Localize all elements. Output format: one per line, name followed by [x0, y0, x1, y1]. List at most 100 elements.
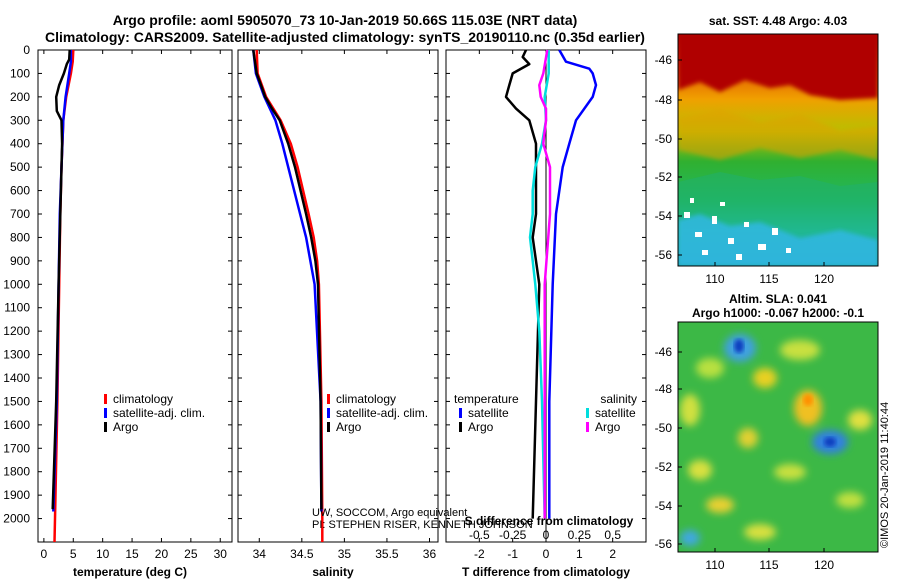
credit-line1: UW, SOCCOM, Argo equivalent — [312, 507, 468, 519]
legend-swatch-satellite — [327, 408, 330, 418]
data-credit: UW, SOCCOM, Argo equivalent PI: STEPHEN … — [312, 507, 533, 531]
legend-label-s-argo: Argo — [595, 420, 621, 434]
depth-tick-label: 1700 — [3, 441, 30, 455]
map-ticks: -46 -48 -50 -52 -54 -56 110 115 120 -46 -48 -50 -52 -… — [655, 53, 835, 572]
lat-tick-label: -50 — [655, 421, 673, 435]
legend-swatch-climatology — [327, 394, 330, 404]
depth-tick-label: 1300 — [3, 348, 30, 362]
series-argo — [51, 49, 71, 510]
depth-tick-label: 100 — [10, 66, 30, 80]
legend-swatch-argo — [327, 422, 330, 432]
legend-label-argo: Argo — [113, 420, 139, 434]
x-tick-label: 0 — [543, 547, 550, 561]
depth-tick-label: 800 — [10, 230, 30, 244]
lon-tick-label: 120 — [814, 558, 834, 572]
legend-swatch-t-argo — [459, 422, 462, 432]
chart-title-line2: Climatology: CARS2009. Satellite-adjuste… — [45, 29, 645, 45]
legend-swatch-climatology — [104, 394, 107, 404]
series-s-satellite — [528, 50, 550, 519]
x-tick-label: 36 — [423, 547, 437, 561]
t-difference-xlabel: T difference from climatology — [462, 565, 630, 579]
sla-map — [678, 322, 878, 552]
depth-tick-label: 0 — [23, 43, 30, 57]
series-t-satellite — [548, 49, 598, 519]
x-tick-label: -1 — [507, 547, 518, 561]
legend-label-t-argo: Argo — [468, 420, 494, 434]
lat-tick-label: -54 — [655, 209, 673, 223]
lat-tick-label: -52 — [655, 460, 673, 474]
series-t-argo — [504, 49, 541, 519]
legend-label-argo: Argo — [336, 420, 362, 434]
depth-tick-label: 200 — [10, 90, 30, 104]
legend-label-t-satellite: satellite — [468, 406, 509, 420]
lon-tick-label: 115 — [759, 558, 778, 572]
profile-lines — [51, 49, 598, 543]
depth-tick-label: 1500 — [3, 394, 30, 408]
lat-tick-label: -46 — [655, 53, 673, 67]
x-tick-label: 15 — [125, 547, 139, 561]
series-climatology — [255, 49, 324, 542]
salinity-legend: climatology satellite-adj. clim. Argo — [327, 392, 428, 434]
depth-tick-label: 400 — [10, 137, 30, 151]
legend-title-temperature: temperature — [454, 392, 519, 406]
depth-tick-label: 2000 — [3, 512, 30, 526]
legend-swatch-s-argo — [586, 422, 589, 432]
lat-tick-label: -50 — [655, 132, 673, 146]
temperature-panel-frame — [37, 49, 233, 543]
chart-title-line1: Argo profile: aoml 5905070_73 10-Jan-201… — [112, 12, 578, 28]
depth-tick-label: 600 — [10, 184, 30, 198]
depth-tick-label: 900 — [10, 254, 30, 268]
x-tick-label: 34 — [253, 547, 267, 561]
depth-tick-label: 500 — [10, 160, 30, 174]
depth-tick-label: 1800 — [3, 465, 30, 479]
depth-tick-label: 1400 — [3, 371, 30, 385]
sst-map — [678, 34, 878, 266]
sla-frame — [677, 321, 879, 553]
x-tick-label: 35.5 — [375, 547, 399, 561]
depth-tick-label: 1000 — [3, 277, 30, 291]
x-tick-label: 30 — [214, 547, 228, 561]
legend-label-satellite: satellite-adj. clim. — [336, 406, 428, 420]
lat-tick-label: -48 — [655, 382, 673, 396]
lat-tick-label: -52 — [655, 170, 673, 184]
s-diff-tick-label: -0.25 — [499, 528, 527, 542]
x-tick-label: 35 — [338, 547, 352, 561]
lon-tick-label: 110 — [705, 558, 724, 572]
salinity-panel-frame — [237, 49, 439, 543]
s-difference-label: S difference from climatology — [465, 514, 634, 528]
legend-swatch-argo — [104, 422, 107, 432]
x-tick-label: 10 — [96, 547, 110, 561]
legend-swatch-s-satellite — [586, 408, 589, 418]
depth-tick-label: 1900 — [3, 488, 30, 502]
legend-label-climatology: climatology — [113, 392, 173, 406]
legend-swatch-satellite — [104, 408, 107, 418]
x-tick-label: 1 — [576, 547, 583, 561]
depth-tick-label: 1200 — [3, 324, 30, 338]
x-tick-label: 0 — [41, 547, 48, 561]
depth-tick-label: 700 — [10, 207, 30, 221]
depth-tick-label: 1100 — [4, 301, 30, 315]
s-diff-tick-label: -0.5 — [469, 528, 490, 542]
x-tick-label: -2 — [474, 547, 485, 561]
lon-tick-label: 115 — [759, 272, 778, 286]
lat-tick-label: -48 — [655, 93, 673, 107]
temperature-legend: climatology satellite-adj. clim. Argo — [104, 392, 205, 434]
x-tick-label: 5 — [70, 547, 77, 561]
salinity-xlabel: salinity — [312, 565, 354, 579]
s-diff-tick-label: 0.25 — [568, 528, 592, 542]
series-s-argo — [538, 49, 552, 519]
x-tick-label: 34.5 — [290, 547, 314, 561]
lat-tick-label: -56 — [655, 248, 673, 262]
sla-title-line1: Altim. SLA: 0.041 — [728, 292, 828, 306]
s-diff-tick-label: 0 — [543, 528, 550, 542]
x-tick-label: 2 — [609, 547, 616, 561]
lat-tick-label: -54 — [655, 499, 673, 513]
credit-line2: PI: STEPHEN RISER, KENNETH JOHNSON — [312, 519, 533, 531]
depth-tick-label: 300 — [10, 113, 30, 127]
sla-title-line2: Argo h1000: -0.067 h2000: -0.1 — [691, 306, 865, 320]
series-satellite-adj-clim- — [252, 49, 323, 512]
series-argo — [252, 49, 323, 510]
lon-tick-label: 120 — [814, 272, 834, 286]
sst-title: sat. SST: 4.48 Argo: 4.03 — [708, 14, 848, 28]
